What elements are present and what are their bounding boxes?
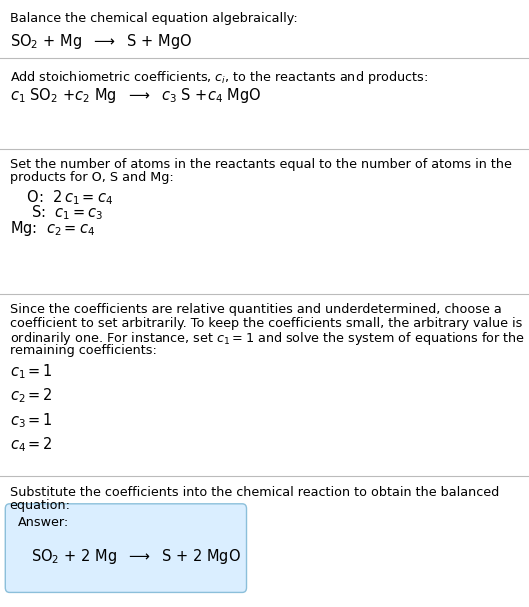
Text: SO$_2$ + Mg  $\longrightarrow$  S + MgO: SO$_2$ + Mg $\longrightarrow$ S + MgO xyxy=(10,32,191,50)
Text: Add stoichiometric coefficients, $c_i$, to the reactants and products:: Add stoichiometric coefficients, $c_i$, … xyxy=(10,69,427,86)
Text: equation:: equation: xyxy=(10,499,70,512)
Text: Mg:  $c_2 = c_4$: Mg: $c_2 = c_4$ xyxy=(10,219,95,237)
Text: products for O, S and Mg:: products for O, S and Mg: xyxy=(10,171,174,184)
Text: $c_2 = 2$: $c_2 = 2$ xyxy=(10,387,52,405)
Text: ordinarily one. For instance, set $c_1 = 1$ and solve the system of equations fo: ordinarily one. For instance, set $c_1 =… xyxy=(10,330,525,347)
Text: O:  $2\,c_1 = c_4$: O: $2\,c_1 = c_4$ xyxy=(22,188,113,207)
Text: Balance the chemical equation algebraically:: Balance the chemical equation algebraica… xyxy=(10,12,297,25)
Text: Since the coefficients are relative quantities and underdetermined, choose a: Since the coefficients are relative quan… xyxy=(10,304,501,316)
Text: SO$_2$ + 2 Mg  $\longrightarrow$  S + 2 MgO: SO$_2$ + 2 Mg $\longrightarrow$ S + 2 Mg… xyxy=(31,546,241,566)
Text: Answer:: Answer: xyxy=(17,516,69,529)
Text: $c_1 = 1$: $c_1 = 1$ xyxy=(10,362,52,381)
Text: remaining coefficients:: remaining coefficients: xyxy=(10,344,157,356)
Text: coefficient to set arbitrarily. To keep the coefficients small, the arbitrary va: coefficient to set arbitrarily. To keep … xyxy=(10,317,522,330)
Text: Set the number of atoms in the reactants equal to the number of atoms in the: Set the number of atoms in the reactants… xyxy=(10,158,512,171)
Text: Substitute the coefficients into the chemical reaction to obtain the balanced: Substitute the coefficients into the che… xyxy=(10,486,499,498)
Text: $c_3 = 1$: $c_3 = 1$ xyxy=(10,411,52,430)
Text: $c_4 = 2$: $c_4 = 2$ xyxy=(10,435,52,454)
Text: S:  $c_1 = c_3$: S: $c_1 = c_3$ xyxy=(22,203,104,222)
Text: $c_1$ SO$_2$ $+c_2$ Mg  $\longrightarrow$  $c_3$ S $+c_4$ MgO: $c_1$ SO$_2$ $+c_2$ Mg $\longrightarrow$… xyxy=(10,86,261,105)
FancyBboxPatch shape xyxy=(5,504,247,592)
